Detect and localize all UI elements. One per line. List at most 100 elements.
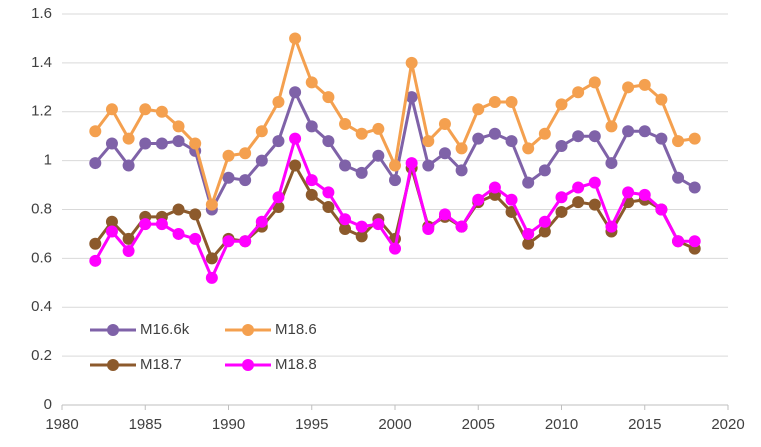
point — [305, 120, 318, 133]
point — [105, 225, 118, 238]
point — [89, 125, 102, 138]
point — [105, 137, 118, 150]
point — [438, 117, 451, 130]
x-tick-label: 2010 — [545, 416, 578, 433]
point — [605, 220, 618, 233]
point — [488, 181, 501, 194]
point — [105, 215, 118, 228]
point — [538, 215, 551, 228]
x-tick-label: 2000 — [378, 416, 411, 433]
point — [389, 174, 401, 187]
point — [655, 132, 668, 145]
point — [405, 91, 418, 104]
point — [239, 235, 252, 248]
legend-marker — [107, 324, 119, 336]
point — [139, 103, 152, 116]
point — [122, 159, 135, 172]
x-tick-label: 1990 — [212, 416, 245, 433]
point — [205, 198, 218, 211]
point — [572, 181, 585, 194]
point — [505, 135, 518, 148]
point — [405, 157, 418, 170]
point — [122, 245, 135, 258]
point — [605, 120, 618, 133]
point — [89, 157, 102, 170]
point — [538, 164, 551, 177]
point — [505, 95, 518, 108]
point — [172, 135, 185, 148]
x-tick-label: 2020 — [711, 416, 744, 433]
point — [672, 235, 685, 248]
point — [339, 159, 352, 172]
point — [189, 232, 202, 245]
point — [355, 127, 368, 140]
point — [672, 171, 685, 184]
y-tick-label: 1 — [44, 152, 52, 169]
y-tick-label: 1.4 — [31, 54, 52, 71]
point — [122, 232, 135, 245]
legend-item: M18.6 — [225, 321, 317, 338]
point — [222, 171, 235, 184]
legend-label: M18.6 — [275, 321, 317, 338]
point — [305, 174, 318, 187]
point — [222, 235, 235, 248]
point — [255, 125, 268, 138]
point — [372, 218, 385, 231]
point — [139, 137, 152, 150]
point — [488, 127, 501, 140]
point — [289, 159, 302, 172]
point — [572, 86, 585, 99]
x-tick-label: 2015 — [628, 416, 661, 433]
point — [239, 147, 252, 160]
point — [538, 225, 551, 238]
point — [505, 193, 518, 206]
point — [322, 91, 335, 104]
point — [522, 176, 535, 189]
legend-item: M16.6k — [90, 321, 190, 338]
point — [189, 137, 202, 150]
y-tick-label: 0.6 — [31, 249, 52, 266]
point — [272, 95, 285, 108]
point — [488, 95, 501, 108]
point — [522, 227, 535, 240]
point — [455, 142, 468, 155]
point — [555, 139, 568, 152]
point — [638, 125, 651, 138]
point — [588, 198, 601, 211]
point — [355, 166, 368, 179]
point — [389, 242, 401, 255]
point — [205, 252, 218, 265]
y-tick-label: 1.2 — [31, 103, 52, 120]
point — [139, 218, 152, 231]
point — [339, 223, 352, 236]
x-tick-label: 2005 — [462, 416, 495, 433]
x-tick-label: 1985 — [129, 416, 162, 433]
point — [389, 159, 401, 172]
point — [372, 149, 385, 162]
point — [155, 218, 168, 231]
point — [339, 117, 352, 130]
point — [355, 230, 368, 243]
point — [438, 147, 451, 160]
point — [572, 196, 585, 209]
legend-label: M18.8 — [275, 356, 317, 373]
point — [588, 76, 601, 89]
point — [222, 149, 235, 162]
point — [205, 271, 218, 284]
legend-marker — [107, 359, 119, 371]
point — [672, 135, 685, 148]
point — [322, 186, 335, 199]
point — [555, 205, 568, 218]
point — [472, 103, 485, 116]
point — [172, 203, 185, 216]
point — [172, 120, 185, 133]
point — [89, 237, 102, 250]
point — [455, 164, 468, 177]
point — [105, 103, 118, 116]
point — [422, 223, 435, 236]
point — [322, 135, 335, 148]
point — [538, 127, 551, 140]
point — [289, 86, 302, 99]
point — [239, 174, 252, 187]
